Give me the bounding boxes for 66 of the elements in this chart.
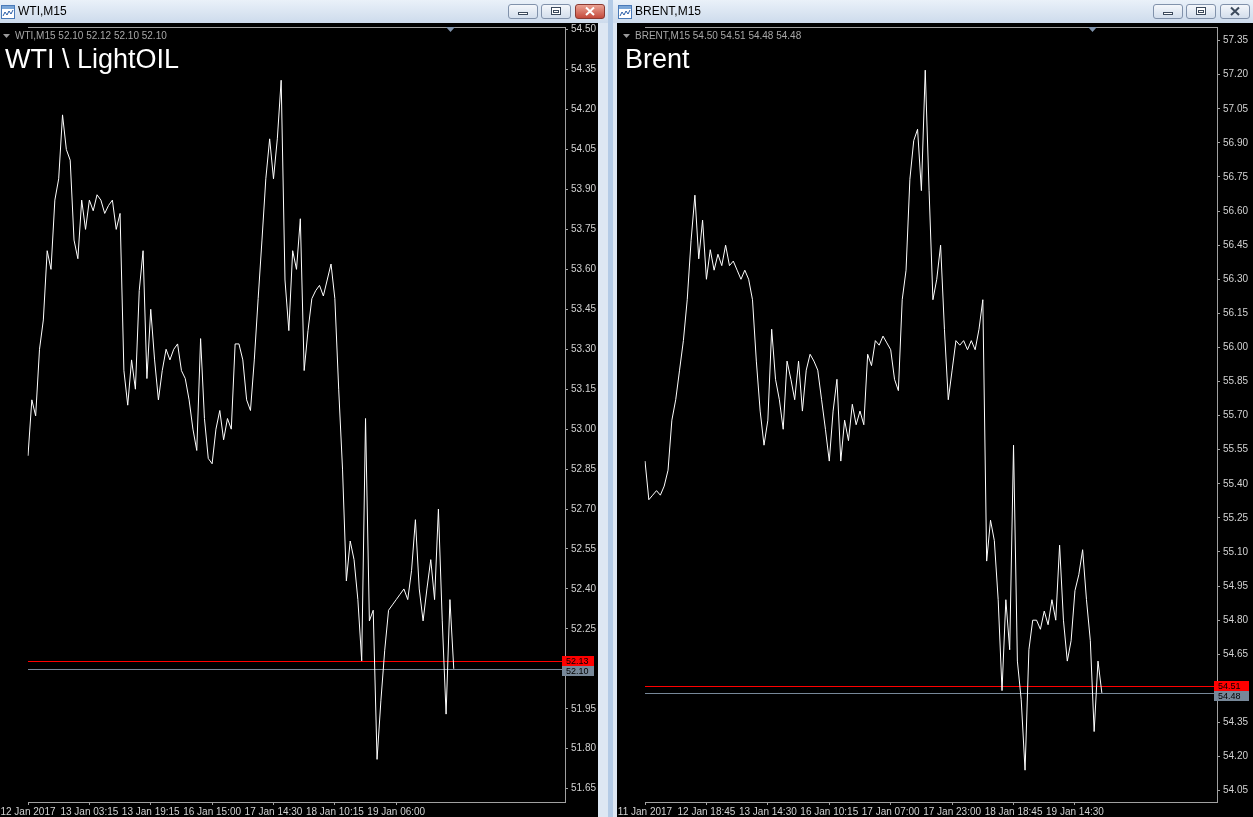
- y-tick-label: 55.25: [1223, 511, 1249, 523]
- x-tick-label: 18 Jan 18:45: [984, 805, 1043, 817]
- x-tick-label: 11 Jan 2017: [617, 805, 673, 817]
- y-tick-label: 54.50: [571, 23, 597, 35]
- x-tick-label: 19 Jan 14:30: [1046, 805, 1105, 817]
- y-tick-label: 53.75: [571, 223, 597, 235]
- chart-subtitle: WTI,M15: [18, 4, 67, 19]
- y-tick-label: 52.70: [571, 502, 597, 514]
- x-tick-label: 17 Jan 14:30: [244, 805, 303, 817]
- y-tick-label: 51.80: [571, 742, 597, 754]
- y-tick-label: 56.30: [1223, 273, 1249, 285]
- x-tick-label: 17 Jan 07:00: [861, 805, 921, 817]
- y-tick-label: 54.35: [1223, 716, 1249, 728]
- x-tick-label: 12 Jan 2017: [0, 805, 56, 817]
- x-tick-label: 17 Jan 23:00: [923, 805, 982, 817]
- y-tick-label: 53.30: [571, 343, 597, 354]
- y-tick-label: 52.40: [571, 582, 597, 594]
- y-tick-label: 54.05: [571, 143, 597, 155]
- y-tick-label: 55.40: [1223, 477, 1249, 489]
- y-tick-label: 52.55: [571, 542, 597, 554]
- y-tick-label: 52.25: [571, 622, 597, 634]
- y-tick-label: 57.20: [1223, 68, 1249, 80]
- y-tick-label: 56.45: [1223, 238, 1249, 250]
- ref-line-label: 54.48: [1218, 690, 1241, 701]
- y-tick-label: 55.10: [1223, 545, 1249, 557]
- ref-line-label: 52.13: [566, 655, 589, 666]
- y-tick-label: 51.65: [571, 782, 597, 794]
- y-tick-label: 56.75: [1223, 170, 1249, 182]
- y-tick-label: 57.05: [1223, 102, 1249, 114]
- y-tick-label: 55.55: [1223, 443, 1249, 455]
- y-tick-label: 55.85: [1223, 375, 1249, 387]
- y-tick-label: 53.15: [571, 382, 597, 394]
- y-tick-label: 52.85: [571, 462, 597, 474]
- x-tick-label: 12 Jan 18:45: [677, 805, 736, 817]
- y-tick-label: 51.95: [571, 702, 597, 714]
- y-tick-label: 53.45: [571, 303, 597, 315]
- y-tick-label: 54.65: [1223, 648, 1249, 660]
- text: Brent: [625, 44, 691, 74]
- y-tick-label: 53.00: [571, 422, 597, 434]
- y-tick-label: 56.00: [1223, 341, 1249, 353]
- ref-line-label: 52.10: [566, 665, 589, 676]
- x-tick-label: 19 Jan 06:00: [367, 805, 426, 817]
- y-tick-label: 53.60: [571, 263, 597, 275]
- x-tick-label: 13 Jan 03:15: [60, 805, 119, 817]
- y-tick-label: 54.95: [1223, 579, 1249, 591]
- x-tick-label: 18 Jan 10:15: [305, 805, 365, 817]
- annotation: BRENT,M15 54.50 54.51 54.48 54.48: [635, 30, 802, 41]
- chart-subtitle: BRENT,M15: [635, 4, 702, 19]
- y-tick-label: 56.60: [1223, 204, 1249, 216]
- y-tick-label: 53.90: [571, 183, 597, 195]
- x-tick-label: 16 Jan 10:15: [800, 805, 859, 817]
- ref-line-label: 54.51: [1218, 680, 1241, 691]
- x-tick-label: 13 Jan 19:15: [121, 805, 181, 817]
- y-tick-label: 54.80: [1223, 613, 1249, 625]
- y-tick-label: 54.20: [571, 103, 597, 115]
- y-tick-label: 57.35: [1223, 34, 1249, 46]
- x-tick-label: 16 Jan 15:00: [183, 805, 242, 817]
- annotation: WTI,M15 52.10 52.12 52.10 52.10: [15, 30, 168, 41]
- x-tick-label: 13 Jan 14:30: [738, 805, 798, 817]
- y-tick-label: 54.20: [1223, 750, 1249, 762]
- y-tick-label: 56.15: [1223, 307, 1249, 319]
- text: WTI \ LightOIL: [5, 44, 180, 74]
- y-tick-label: 56.90: [1223, 136, 1249, 148]
- y-tick-label: 54.35: [571, 63, 597, 75]
- y-tick-label: 54.05: [1223, 784, 1249, 796]
- y-tick-label: 55.70: [1223, 409, 1249, 421]
